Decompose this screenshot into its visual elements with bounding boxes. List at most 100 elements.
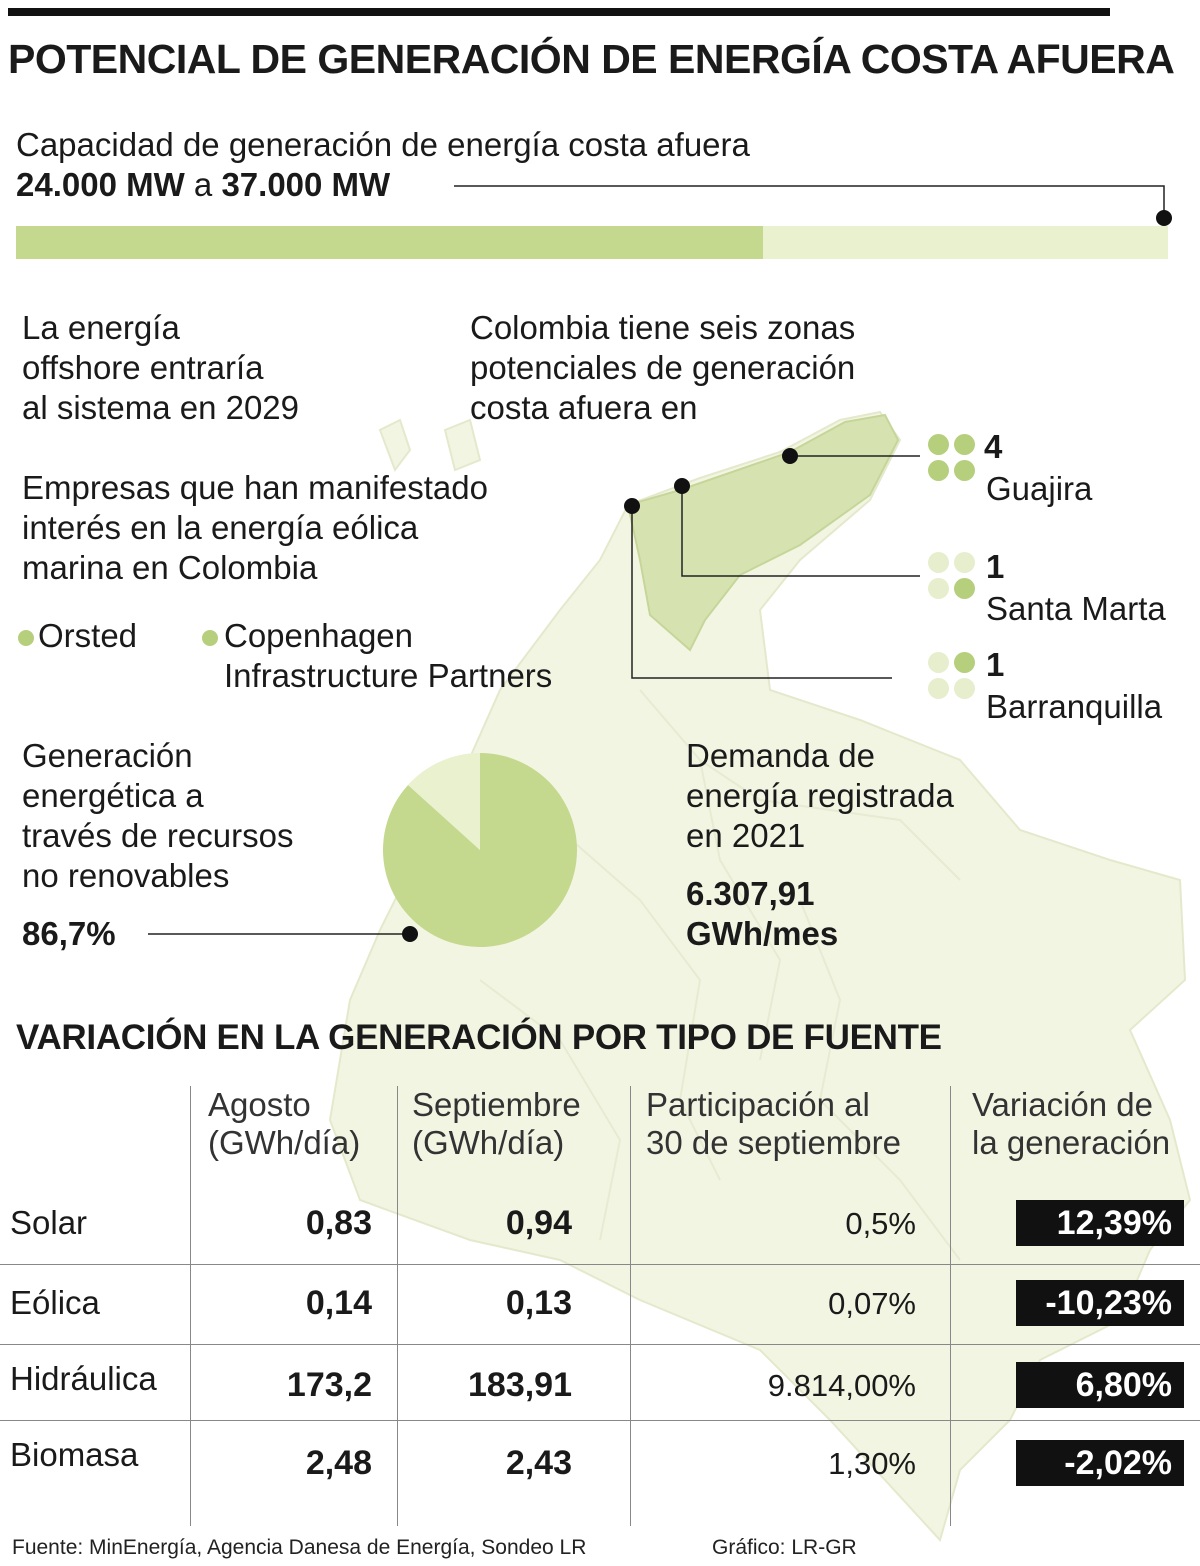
- zones-line-1: Colombia tiene seis zonas: [470, 309, 856, 346]
- table-divider: [190, 1086, 191, 1526]
- santa-marta-name: Santa Marta: [986, 590, 1166, 627]
- row-label-eolica: Eólica: [10, 1284, 100, 1321]
- cell-septiembre: 2,43: [505, 1444, 572, 1482]
- santa-marta-dots: [928, 552, 976, 600]
- demand-value-number: 6.307,91: [686, 875, 815, 912]
- map-caribbean-region: [626, 413, 900, 652]
- non-renewable-line-1: Generación: [22, 737, 193, 774]
- capacity-bar-min: [16, 226, 764, 259]
- col-header-line: (GWh/día): [412, 1124, 565, 1161]
- variation-badge: 6,80%: [1016, 1362, 1184, 1408]
- capacity-range: 24.000 MW a 37.000 MW: [16, 166, 390, 204]
- col-header-septiembre: Septiembre (GWh/día): [412, 1086, 581, 1162]
- capacity-connector: a: [193, 166, 213, 203]
- variation-badge: 12,39%: [1016, 1200, 1184, 1246]
- demand-line-1: Demanda de: [686, 737, 875, 774]
- row-separator: [0, 1420, 1200, 1421]
- footer-source: Fuente: MinEnergía, Agencia Danesa de En…: [12, 1536, 587, 1559]
- cell-septiembre: 183,91: [468, 1366, 572, 1404]
- non-renewable-line-2: energética a: [22, 777, 204, 814]
- offshore-line-3: al sistema en 2029: [22, 389, 300, 426]
- col-header-variacion: Variación de la generación: [972, 1086, 1170, 1162]
- pie-slice-other: [408, 753, 480, 850]
- cell-septiembre: 0,13: [505, 1284, 572, 1322]
- zone-dot: [928, 678, 949, 699]
- companies-line-3: marina en Colombia: [22, 549, 318, 586]
- guajira-count: 4: [984, 428, 1003, 465]
- variation-badge: -10,23%: [1016, 1280, 1184, 1326]
- zones-line-2: potenciales de generación: [470, 349, 856, 386]
- capacity-max: 37.000 MW: [221, 166, 391, 203]
- capacity-bar-max: [16, 226, 1168, 259]
- demand-label: Demanda de energía registrada en 2021: [686, 736, 954, 856]
- santa-marta-count: 1: [986, 548, 1005, 585]
- zones-line-3: costa afuera en: [470, 389, 698, 426]
- top-rule: [8, 8, 1110, 16]
- col-header-participacion: Participación al 30 de septiembre: [646, 1086, 901, 1162]
- guajira-name: Guajira: [986, 470, 1093, 507]
- pie-leader-dot: [402, 926, 418, 942]
- col-header-line: Participación al: [646, 1086, 870, 1123]
- demand-value-unit: GWh/mes: [686, 915, 839, 952]
- cell-participacion: 0,07%: [828, 1286, 916, 1321]
- companies-intro: Empresas que han manifestado interés en …: [22, 468, 488, 588]
- cell-participacion: 9.814,00%: [767, 1368, 916, 1403]
- barranquilla-count: 1: [986, 646, 1005, 683]
- row-label-biomasa: Biomasa: [10, 1436, 139, 1473]
- col-header-agosto: Agosto (GWh/día): [208, 1086, 360, 1162]
- zone-dot: [928, 434, 949, 455]
- bullet-icon: [18, 630, 34, 647]
- barranquilla-dots: [928, 652, 976, 700]
- row-label-solar: Solar: [10, 1204, 88, 1241]
- non-renewable-line-3: través de recursos: [22, 817, 294, 854]
- zone-dot: [928, 552, 949, 573]
- company-cip-line-1: Copenhagen: [224, 617, 414, 654]
- capacity-label: Capacidad de generación de energía costa…: [16, 126, 750, 163]
- demand-value: 6.307,91 GWh/mes: [686, 874, 838, 954]
- demand-line-3: en 2021: [686, 817, 806, 854]
- col-header-line: Agosto: [208, 1086, 311, 1123]
- row-separator: [0, 1264, 1200, 1265]
- cell-participacion: 1,30%: [828, 1446, 916, 1481]
- cell-agosto: 173,2: [286, 1366, 372, 1404]
- table-divider: [950, 1086, 951, 1526]
- cell-agosto: 2,48: [305, 1444, 372, 1482]
- santa-marta-leader: [681, 486, 920, 577]
- col-header-line: la generación: [972, 1124, 1171, 1161]
- barranquilla-leader: [631, 506, 892, 679]
- col-header-line: Septiembre: [412, 1086, 581, 1123]
- company-orsted: Orsted: [18, 616, 137, 656]
- cell-agosto: 0,14: [305, 1284, 372, 1322]
- offshore-line-1: La energía: [22, 309, 180, 346]
- table-divider: [397, 1086, 398, 1526]
- demand-line-2: energía registrada: [686, 777, 954, 814]
- offshore-line-2: offshore entraría: [22, 349, 264, 386]
- variation-badge: -2,02%: [1016, 1440, 1184, 1486]
- zones-intro: Colombia tiene seis zonas potenciales de…: [470, 308, 855, 428]
- table-divider: [630, 1086, 631, 1526]
- company-cip-line-2: Infrastructure Partners: [224, 657, 553, 694]
- zone-leader-lines: [624, 448, 920, 679]
- footer-credit: Gráfico: LR-GR: [712, 1536, 857, 1559]
- cell-septiembre: 0,94: [505, 1204, 572, 1242]
- zone-dot: [954, 678, 975, 699]
- cell-participacion: 0,5%: [845, 1206, 916, 1241]
- zone-dot: [954, 652, 975, 673]
- row-separator: [0, 1344, 1200, 1345]
- non-renewable-value: 86,7%: [22, 915, 116, 952]
- companies-line-1: Empresas que han manifestado: [22, 469, 488, 506]
- barranquilla-name: Barranquilla: [986, 688, 1163, 725]
- col-header-line: (GWh/día): [208, 1124, 361, 1161]
- zone-dot: [954, 578, 975, 599]
- company-orsted-label: Orsted: [38, 617, 138, 654]
- map-department-lines: [479, 689, 961, 1261]
- capacity-min: 24.000 MW: [16, 166, 185, 203]
- page-title: POTENCIAL DE GENERACIÓN DE ENERGÍA COSTA…: [8, 36, 1175, 82]
- zone-dot: [954, 434, 975, 455]
- guajira-dots: [928, 434, 976, 482]
- non-renewable-pie-chart: [148, 753, 577, 947]
- zone-dot: [928, 578, 949, 599]
- row-label-hidraulica: Hidráulica: [10, 1360, 157, 1397]
- table-title: VARIACIÓN EN LA GENERACIÓN POR TIPO DE F…: [16, 1018, 942, 1057]
